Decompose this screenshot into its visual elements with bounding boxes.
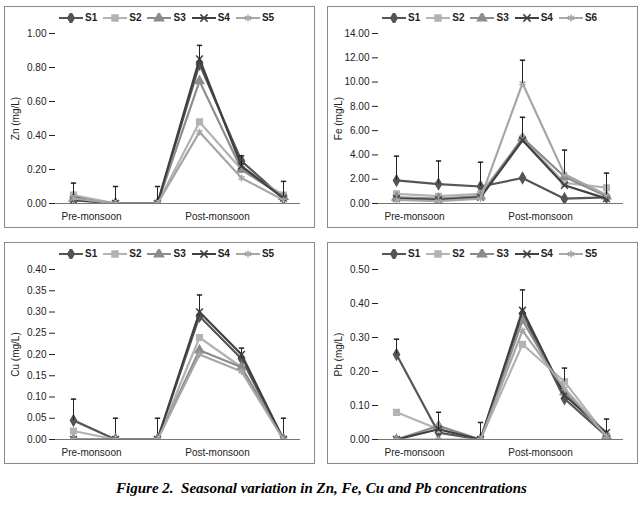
html-text:S2: S2 bbox=[452, 12, 465, 23]
svg-text:0.05: 0.05 bbox=[27, 412, 47, 423]
svg-text:0.10: 0.10 bbox=[27, 391, 47, 402]
html-text:S1: S1 bbox=[408, 248, 421, 259]
html-text:S2: S2 bbox=[129, 12, 142, 23]
svg-text:10.00: 10.00 bbox=[344, 76, 369, 87]
svg-text:Post-monsoon: Post-monsoon bbox=[508, 211, 572, 222]
svg-text:0.60: 0.60 bbox=[27, 96, 47, 107]
svg-text:0.40: 0.40 bbox=[27, 130, 47, 141]
svg-text:4.00: 4.00 bbox=[350, 149, 370, 160]
html-text:S5: S5 bbox=[584, 248, 598, 259]
html-text:Figure 2. Seasonal variation i: Figure 2. Seasonal variation in Zn, Fe, … bbox=[116, 480, 527, 496]
svg-text:0.35: 0.35 bbox=[27, 285, 47, 296]
svg-text:Post-monsoon: Post-monsoon bbox=[508, 447, 572, 458]
svg-text:Cu (mg/L): Cu (mg/L) bbox=[10, 332, 21, 376]
svg-text:0.20: 0.20 bbox=[27, 349, 47, 360]
svg-text:0.00: 0.00 bbox=[27, 198, 47, 209]
svg-text:0.40: 0.40 bbox=[350, 298, 370, 309]
svg-text:0.30: 0.30 bbox=[350, 332, 370, 343]
html-text:S4: S4 bbox=[217, 248, 230, 259]
svg-text:0.50: 0.50 bbox=[350, 264, 370, 275]
html-text:S4: S4 bbox=[540, 12, 553, 23]
svg-text:0.40: 0.40 bbox=[27, 264, 47, 275]
html-text:S2: S2 bbox=[129, 248, 142, 259]
html-text:S4: S4 bbox=[540, 248, 553, 259]
svg-text:0.00: 0.00 bbox=[350, 198, 370, 209]
html-text:S1: S1 bbox=[408, 12, 421, 23]
html-text:S6: S6 bbox=[584, 12, 598, 23]
svg-text:1.00: 1.00 bbox=[27, 28, 47, 39]
svg-text:8.00: 8.00 bbox=[350, 101, 370, 112]
svg-text:6.00: 6.00 bbox=[350, 125, 370, 136]
html-text:S3: S3 bbox=[496, 12, 509, 23]
html-text:S3: S3 bbox=[496, 248, 509, 259]
svg-text:0.20: 0.20 bbox=[350, 366, 370, 377]
svg-text:12.00: 12.00 bbox=[344, 52, 369, 63]
html-text:S2: S2 bbox=[452, 248, 465, 259]
svg-text:0.20: 0.20 bbox=[27, 164, 47, 175]
svg-text:Pre-monsoon: Pre-monsoon bbox=[61, 447, 121, 458]
svg-text:0.30: 0.30 bbox=[27, 306, 47, 317]
svg-text:0.80: 0.80 bbox=[27, 62, 47, 73]
html-text:S3: S3 bbox=[173, 12, 186, 23]
svg-text:Pb (mg/L): Pb (mg/L) bbox=[333, 333, 344, 377]
svg-text:0.25: 0.25 bbox=[27, 327, 47, 338]
svg-text:0.15: 0.15 bbox=[27, 370, 47, 381]
svg-text:0.00: 0.00 bbox=[350, 434, 370, 445]
html-text:S5: S5 bbox=[261, 248, 275, 259]
svg-text:Fe (mg/L): Fe (mg/L) bbox=[333, 97, 344, 140]
svg-text:14.00: 14.00 bbox=[344, 28, 369, 39]
html-text:S5: S5 bbox=[261, 12, 275, 23]
svg-text:Pre-monsoon: Pre-monsoon bbox=[384, 447, 444, 458]
svg-text:0.10: 0.10 bbox=[350, 400, 370, 411]
svg-text:2.00: 2.00 bbox=[350, 173, 370, 184]
html-text:S1: S1 bbox=[85, 12, 98, 23]
html-text:S1: S1 bbox=[85, 248, 98, 259]
svg-text:Pre-monsoon: Pre-monsoon bbox=[384, 211, 444, 222]
svg-text:Post-monsoon: Post-monsoon bbox=[185, 447, 249, 458]
svg-text:Zn (mg/L): Zn (mg/L) bbox=[10, 97, 21, 140]
html-text:S4: S4 bbox=[217, 12, 230, 23]
html-text:S3: S3 bbox=[173, 248, 186, 259]
svg-text:0.00: 0.00 bbox=[27, 434, 47, 445]
svg-text:Post-monsoon: Post-monsoon bbox=[185, 211, 249, 222]
svg-text:Pre-monsoon: Pre-monsoon bbox=[61, 211, 121, 222]
